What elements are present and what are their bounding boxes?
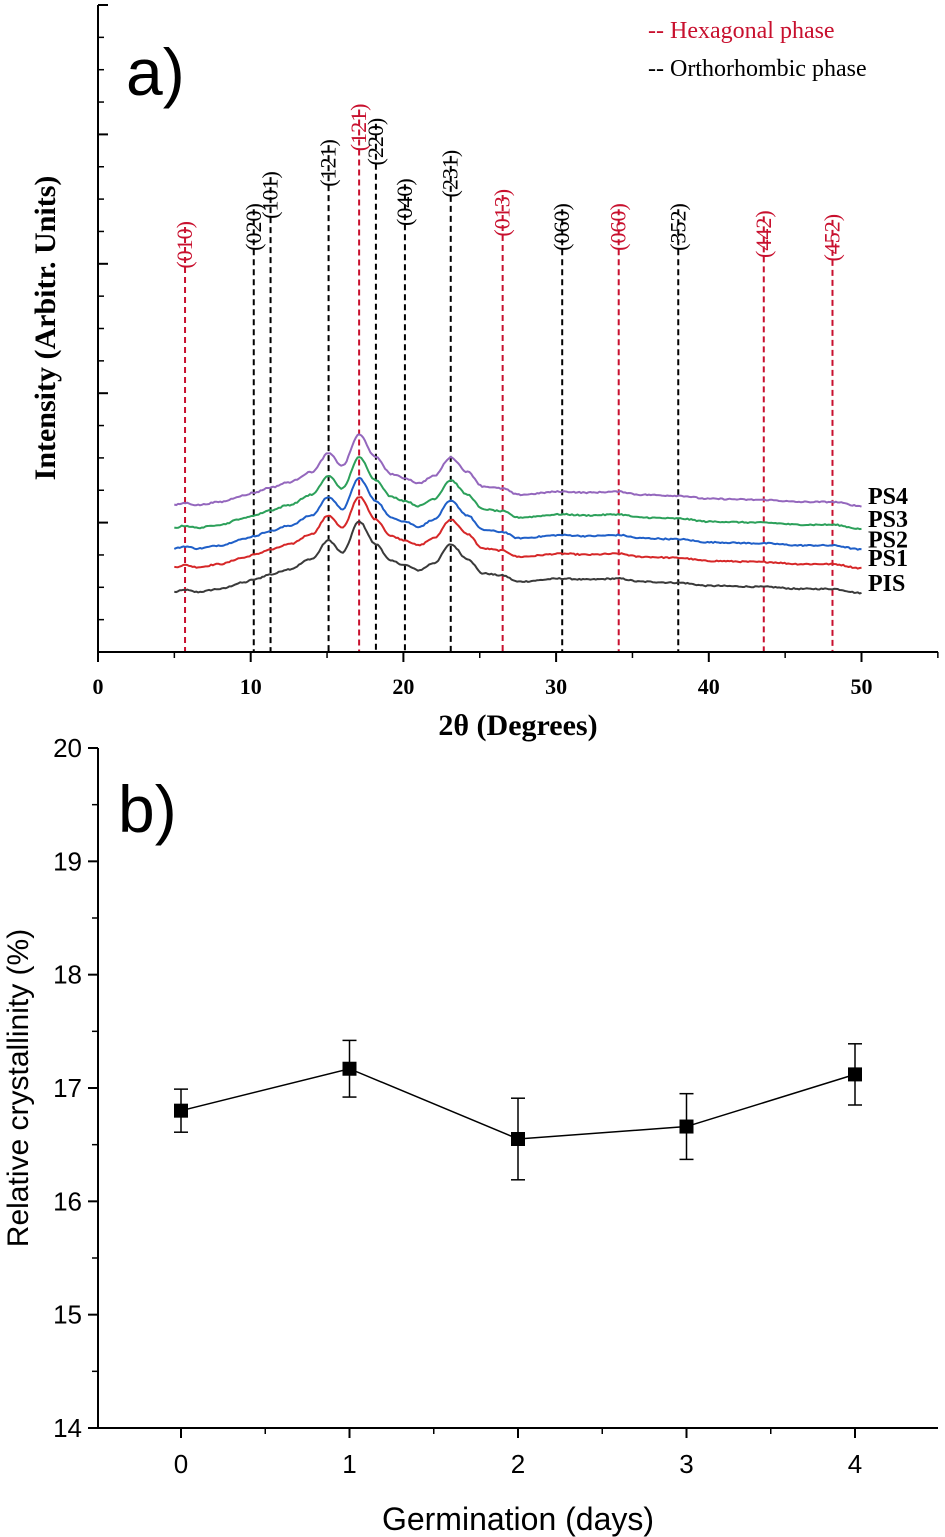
data-point (679, 1092, 694, 1161)
panel-b-x-tick-label: 0 (174, 1449, 188, 1479)
peak-label: (013) (490, 189, 515, 237)
series-line-ps1 (174, 496, 862, 570)
data-marker (511, 1132, 525, 1146)
peak-label: (060) (606, 203, 631, 251)
panel-b-x-axis-label: Germination (days) (382, 1501, 654, 1537)
series-label-ps2: PS2 (868, 528, 908, 554)
panel-b-x-tick-label: 4 (848, 1449, 862, 1479)
series-line-ps2 (173, 476, 862, 551)
panel-a-legend: -- Hexagonal phase -- Orthorhombic phase (648, 18, 867, 82)
data-marker (848, 1067, 862, 1082)
panel-a-y-axis-label: Intensity (Arbitr. Units) (29, 176, 62, 481)
panel-b-label: b) (118, 772, 177, 846)
panel-a-y-ticks (98, 4, 108, 653)
peak-markers: (010) (020)(101)(121)(121)(220)(040)(231)… (172, 104, 844, 652)
peak-label: (020) (241, 203, 266, 251)
peak-label: (121) (346, 104, 371, 152)
data-marker (342, 1061, 357, 1076)
panel-a: (010) (020)(101)(121)(121)(220)(040)(231)… (29, 4, 939, 742)
series-line-ps3 (174, 456, 862, 531)
panel-a-x-tick-label: 30 (545, 674, 567, 699)
legend-entry-hexagonal: -- Hexagonal phase (648, 18, 835, 44)
legend-entry-orthorhombic: -- Orthorhombic phase (648, 56, 867, 82)
panel-a-x-axis-label: 2θ (Degrees) (438, 709, 597, 742)
peak-label: (352) (665, 203, 690, 251)
panel-b-y-tick-label: 20 (53, 733, 82, 763)
panel-b-x-tick-label: 1 (342, 1449, 356, 1479)
series-line-pis (174, 520, 862, 595)
panel-b-y-tick-label: 14 (53, 1413, 82, 1443)
panel-a-x-tick-label: 0 (93, 674, 104, 699)
data-point (848, 1043, 862, 1106)
panel-b: 14 15 16 17 18 19 20 0 1 2 3 4 b) Germination (day… (2, 733, 938, 1537)
panel-a-label: a) (126, 35, 185, 109)
data-point (174, 1088, 188, 1133)
panel-b-y-axis-label: Relative crystallinity (%) (2, 929, 35, 1247)
peak-label: (060) (549, 203, 574, 251)
series-label-ps3: PS3 (868, 507, 908, 533)
peak-label: (452) (819, 214, 844, 262)
data-point (342, 1039, 357, 1098)
panel-a-x-tick-label: 40 (698, 674, 720, 699)
data-marker (174, 1103, 188, 1118)
series-line-ps4 (173, 433, 862, 508)
peak-label: (010) (172, 221, 197, 269)
series-label-pis: PIS (868, 571, 905, 597)
panel-a-x-tick-label: 20 (392, 674, 414, 699)
peak-label: (121) (316, 139, 341, 187)
panel-b-y-tick-label: 17 (53, 1073, 82, 1103)
panel-b-x-tick-label: 2 (511, 1449, 525, 1479)
panel-a-axes (97, 5, 938, 653)
panel-b-y-tick-label: 16 (53, 1186, 82, 1216)
panel-b-data (174, 1039, 862, 1181)
panel-b-y-tick-label: 19 (53, 846, 82, 876)
panel-b-x-tick-label: 3 (679, 1449, 693, 1479)
peak-label: (101) (258, 171, 283, 219)
peak-label: (442) (751, 210, 776, 258)
series-label-ps1: PS1 (868, 546, 908, 572)
peak-label: (220) (363, 118, 388, 166)
data-point (511, 1097, 525, 1181)
panel-a-x-tick-label: 10 (240, 674, 262, 699)
panel-b-y-tick-label: 15 (53, 1300, 82, 1330)
panel-a-x-tick-label: 50 (851, 674, 873, 699)
panel-b-y-ticks: 14 15 16 17 18 19 20 (53, 733, 98, 1443)
series-label-ps4: PS4 (868, 484, 908, 510)
diffraction-series (173, 433, 862, 595)
data-marker (679, 1119, 694, 1134)
panel-a-x-ticks: 0 10 20 30 40 50 (93, 652, 939, 699)
peak-label: (040) (392, 178, 417, 226)
panel-b-x-ticks: 0 1 2 3 4 (174, 1428, 862, 1479)
peak-label: (231) (438, 150, 463, 198)
panel-b-y-tick-label: 18 (53, 960, 82, 990)
